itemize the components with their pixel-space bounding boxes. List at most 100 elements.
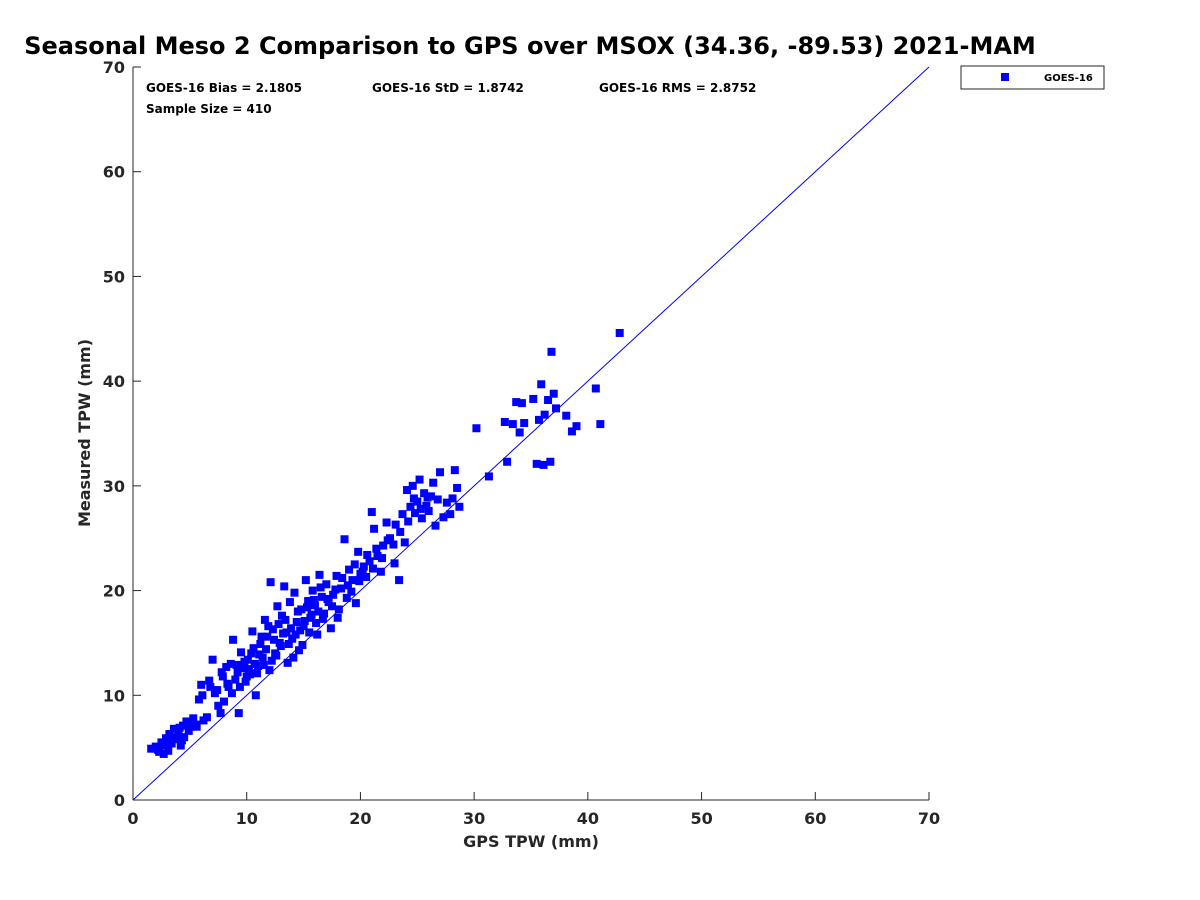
data-point [409,494,418,503]
data-point [289,653,298,662]
data-point [291,630,300,639]
data-point [284,639,293,648]
data-point [342,593,351,602]
data-point [484,472,493,481]
data-point [552,404,561,413]
data-point [448,494,457,503]
data-point [389,540,398,549]
data-point [304,597,313,606]
y-tick-label: 70 [103,58,125,77]
data-point [285,598,294,607]
y-tick-label: 10 [103,686,125,705]
data-point [416,504,425,513]
data-point [237,648,246,657]
data-point [293,607,302,616]
data-point [408,481,417,490]
data-point [296,626,305,635]
plot-area [132,66,930,801]
data-point [239,664,248,673]
data-point [370,524,379,533]
data-point [404,517,413,526]
data-point [345,565,354,574]
data-point [232,660,241,669]
data-point [532,459,541,468]
data-point [396,527,405,536]
x-axis-title: GPS TPW (mm) [463,832,599,851]
y-tick-label: 0 [114,791,125,810]
data-point [450,466,459,475]
data-point [351,599,360,608]
data-point [354,547,363,556]
data-point [161,741,170,750]
data-point [154,745,163,754]
y-tick-label: 30 [103,477,125,496]
data-point [382,518,391,527]
data-point [249,644,258,653]
data-point [546,457,555,466]
data-point [317,592,326,601]
data-point [436,468,445,477]
data-point [420,489,429,498]
y-tick-label: 50 [103,267,125,286]
data-point [295,646,304,655]
data-point [310,601,319,610]
data-point [515,428,524,437]
one-to-one-line [132,66,930,801]
data-point [615,328,624,337]
data-point [503,457,512,466]
data-point [423,493,432,502]
data-point [333,613,342,622]
data-point [229,635,238,644]
data-point [323,594,332,603]
y-tick-label: 40 [103,372,125,391]
data-point [378,554,387,563]
data-point [251,691,260,700]
data-point [235,682,244,691]
data-point [279,629,288,638]
data-point [299,622,308,631]
bias-annotation: GOES-16 Bias = 2.1805 [146,81,302,95]
data-point [164,746,173,755]
data-point [383,536,392,545]
data-point [415,475,424,484]
data-point [167,739,176,748]
data-point [307,610,316,619]
legend: GOES-16 [960,65,1105,90]
x-tick-label: 40 [577,809,599,828]
data-point [326,624,335,633]
data-point [446,510,455,519]
data-point [241,677,250,686]
data-point [247,649,256,658]
data-point [169,724,178,733]
data-point [290,588,299,597]
data-point [313,630,322,639]
data-point [322,580,331,589]
chart-title: Seasonal Meso 2 Comparison to GPS over M… [24,32,1036,60]
data-point [572,422,581,431]
rms-annotation: GOES-16 RMS = 2.8752 [599,81,756,95]
data-point [363,550,372,559]
data-point [534,415,543,424]
data-point [316,583,325,592]
data-point [189,714,198,723]
data-point [562,411,571,420]
data-point [318,614,327,623]
data-point [334,605,343,614]
data-point [198,691,207,700]
data-point [214,701,223,710]
data-point [226,659,235,668]
data-point [355,577,364,586]
legend-box [960,65,1105,90]
data-point [348,576,357,585]
x-tick-label: 60 [804,809,826,828]
data-point [223,679,232,688]
data-point [184,726,193,735]
data-point [161,734,170,743]
data-point [250,659,259,668]
x-tick-label: 50 [690,809,712,828]
data-point [208,655,217,664]
x-tick-label: 10 [236,809,258,828]
data-point [231,675,240,684]
sample-size-annotation: Sample Size = 410 [146,102,272,116]
